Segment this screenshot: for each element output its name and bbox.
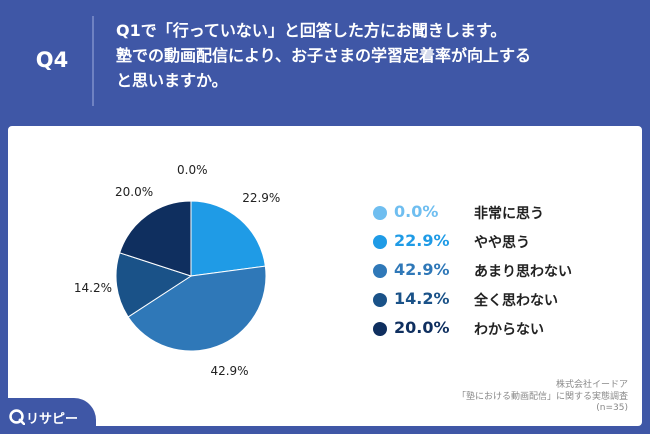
source-n: (n=35) — [596, 403, 628, 413]
legend-label: やや思う — [474, 235, 530, 251]
pie-label-not-much: 42.9% — [210, 363, 249, 378]
pie-slice-not-much — [127, 265, 267, 352]
question-line: Q1で「行っていない」と回答した方にお聞きします。 — [116, 21, 507, 40]
pie-slice-unknown — [119, 200, 192, 277]
header: Q4 Q1で「行っていない」と回答した方にお聞きします。 塾での動画配信により、… — [0, 0, 650, 126]
source-company: 株式会社イードア — [555, 380, 628, 390]
legend-dot-icon — [373, 206, 387, 220]
legend-label: 非常に思う — [474, 206, 544, 222]
question-number: Q4 — [35, 48, 69, 72]
logo-text: リサピー — [26, 412, 79, 427]
legend-value: 0.0% — [394, 202, 439, 221]
question-text: Q1で「行っていない」と回答した方にお聞きします。 塾での動画配信により、お子さ… — [116, 18, 636, 93]
pie-label-unknown: 20.0% — [115, 185, 154, 200]
pie-slice-somewhat — [190, 200, 266, 277]
legend-dot-icon — [373, 264, 387, 278]
source-note: 株式会社イードア 「塾における動画配信」に関する実態調査 (n=35) — [457, 380, 628, 415]
risapi-logo-icon — [9, 409, 25, 425]
legend-dot-icon — [373, 293, 387, 307]
legend-value: 20.0% — [394, 318, 450, 337]
pie-label-not-at-all: 14.2% — [73, 281, 112, 296]
source-survey: 「塾における動画配信」に関する実態調査 — [456, 391, 628, 402]
legend-value: 22.9% — [394, 231, 450, 250]
legend-label: あまり思わない — [474, 264, 572, 280]
pie-label-very: 0.0% — [177, 163, 208, 177]
pie-label-somewhat: 22.9% — [242, 191, 281, 206]
pie-chart — [115, 200, 267, 352]
legend-label: わからない — [474, 322, 544, 338]
question-line: 塾での動画配信により、お子さまの学習定着率が向上する — [116, 46, 532, 65]
chart-card: 0.0% 22.9% 42.9% 14.2% 20.0% 0.0% 非常に思う 22.9% や… — [8, 126, 642, 426]
header-divider — [92, 16, 94, 106]
question-line: と思いますか。 — [116, 71, 228, 90]
legend-dot-icon — [373, 322, 387, 336]
pie-slice-not-at-all — [115, 252, 193, 318]
legend-dot-icon — [373, 235, 387, 249]
legend-value: 14.2% — [394, 289, 450, 308]
risapi-logo: リサピー — [0, 398, 96, 434]
legend-label: 全く思わない — [474, 293, 558, 309]
legend-value: 42.9% — [394, 260, 450, 279]
